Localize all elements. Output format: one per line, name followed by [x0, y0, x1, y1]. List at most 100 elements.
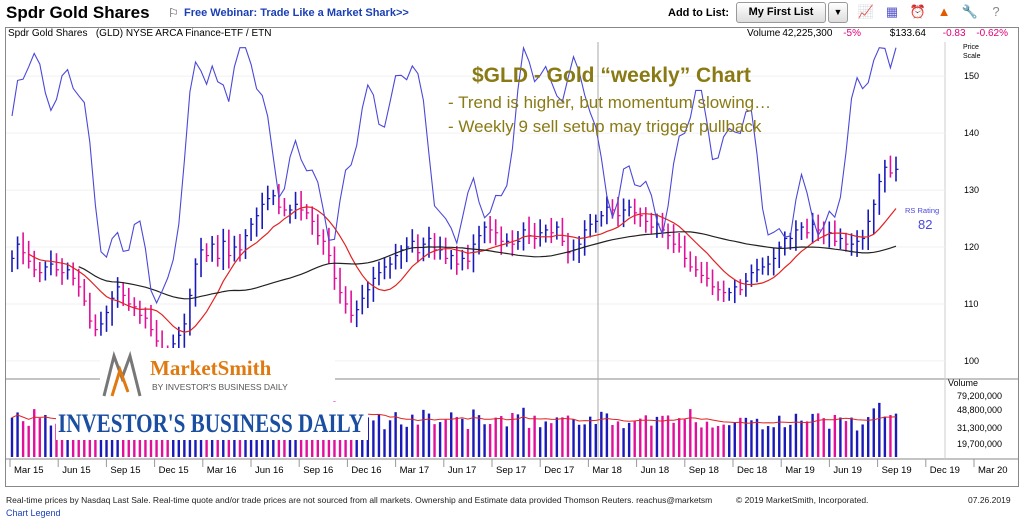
- x-tick-label: Jun 15: [62, 465, 91, 476]
- x-tick-label: Mar 18: [592, 465, 622, 476]
- volume-bar: [33, 409, 36, 457]
- volume-bar: [544, 421, 547, 457]
- x-tick-label: Dec 17: [544, 465, 574, 476]
- chart-type-icon[interactable]: ▲: [937, 4, 951, 19]
- volume-bar: [683, 419, 686, 457]
- add-to-list-label: Add to List:: [668, 7, 730, 19]
- price-tick-label: 130: [964, 185, 979, 195]
- volume-bar: [450, 412, 453, 457]
- volume-bar: [488, 424, 492, 457]
- volume-bar: [722, 424, 725, 457]
- volume-bar: [844, 421, 848, 457]
- volume-bar: [238, 423, 242, 457]
- volume-bar: [605, 413, 609, 457]
- help-icon[interactable]: ?: [992, 4, 1000, 19]
- volume-bar: [500, 416, 503, 457]
- volume-bar: [55, 423, 58, 457]
- volume-bar: [377, 414, 381, 457]
- x-tick-label: Mar 19: [785, 465, 815, 476]
- volume-bar: [299, 424, 303, 457]
- volume-bar: [483, 424, 486, 457]
- annotation-line-2: - Weekly 9 sell setup may trigger pullba…: [448, 117, 762, 136]
- webinar-link[interactable]: Free Webinar: Trade Like a Market Shark>…: [184, 7, 409, 19]
- x-tick-label: Jun 16: [255, 465, 284, 476]
- volume-bar: [855, 430, 859, 457]
- chart-icon[interactable]: 📈: [857, 4, 875, 19]
- flag-icon: ⚐: [168, 6, 179, 20]
- x-tick-label: Sep 15: [110, 465, 140, 476]
- list-select[interactable]: My First List: [736, 2, 826, 23]
- volume-bar: [622, 428, 625, 457]
- volume-bar: [455, 417, 458, 457]
- price-tick-label: 100: [964, 356, 979, 366]
- volume-bar: [839, 417, 842, 457]
- rs-rating-value: 82: [918, 217, 932, 232]
- volume-bar: [233, 424, 236, 457]
- ibd-bg: [56, 402, 368, 440]
- compare-icon[interactable]: ▦: [885, 4, 899, 19]
- ma-10-week-line: [28, 206, 897, 333]
- x-tick-label: Jun 17: [448, 465, 477, 476]
- volume-bar: [494, 417, 497, 457]
- volume-bar: [661, 415, 664, 457]
- volume-bar: [27, 425, 30, 457]
- volume-bar: [889, 415, 892, 457]
- volume-bar: [716, 425, 720, 457]
- volume-bar: [121, 424, 125, 457]
- volume-bar: [794, 413, 798, 457]
- volume-bar: [872, 408, 875, 457]
- volume-bar: [705, 421, 709, 457]
- chevron-down-icon[interactable]: ▼: [828, 2, 848, 23]
- volume-bar: [878, 402, 881, 457]
- volume-bar: [766, 426, 770, 457]
- volume-bar: [538, 427, 542, 457]
- volume-bar: [566, 415, 570, 457]
- volume-bar: [383, 429, 386, 457]
- annotation-line-1: - Trend is higher, but momentum slowing…: [448, 93, 771, 112]
- volume-bar: [811, 413, 814, 457]
- header-bar: Spdr Gold Shares ⚐ Free Webinar: Trade L…: [0, 0, 1024, 26]
- volume-bar: [616, 421, 620, 457]
- volume-bar: [677, 418, 681, 457]
- volume-bar: [644, 415, 648, 457]
- volume-bar: [44, 414, 47, 457]
- rs-rating-label: RS Rating: [905, 206, 939, 215]
- volume-bar: [255, 424, 258, 457]
- volume-bar: [594, 424, 597, 457]
- volume-bar: [828, 428, 831, 457]
- volume-bar: [666, 415, 670, 457]
- price-tick-label: 140: [964, 128, 979, 138]
- marketsmith-subtitle: BY INVESTOR'S BUSINESS DAILY: [152, 382, 288, 392]
- volume-bar: [883, 416, 887, 457]
- volume-bar: [861, 424, 864, 457]
- volume-bar: [177, 425, 180, 457]
- price-value: $133.64: [889, 28, 926, 39]
- volume-bar: [689, 409, 692, 457]
- x-tick-label: Dec 15: [159, 465, 189, 476]
- volume-bar: [833, 414, 837, 457]
- volume-bar: [789, 424, 792, 457]
- volume-bar: [805, 421, 809, 457]
- volume-bar: [778, 415, 781, 457]
- volume-tick-label: 19,700,000: [957, 439, 1002, 449]
- volume-bar: [633, 421, 636, 457]
- tools-icon[interactable]: 🔧: [961, 4, 979, 19]
- alert-icon[interactable]: ⏰: [909, 4, 927, 19]
- volume-bar: [477, 415, 481, 457]
- volume-bar: [527, 427, 531, 457]
- price-tick-label: 150: [964, 71, 979, 81]
- info-bar: Spdr Gold Shares (GLD) NYSE ARCA Finance…: [6, 28, 1018, 41]
- volume-bar: [399, 424, 403, 457]
- volume-bar: [405, 426, 408, 457]
- x-tick-label: Mar 17: [400, 465, 430, 476]
- pct-change: -0.62%: [976, 28, 1008, 39]
- volume-bar: [600, 411, 603, 457]
- volume-bar: [444, 419, 447, 457]
- volume-bar: [822, 418, 825, 457]
- chart-legend-link[interactable]: Chart Legend: [6, 508, 61, 518]
- volume-tick-label: 48,800,000: [957, 405, 1002, 415]
- x-tick-label: Sep 19: [882, 465, 912, 476]
- volume-bar: [772, 427, 775, 457]
- volume-bar: [472, 409, 475, 457]
